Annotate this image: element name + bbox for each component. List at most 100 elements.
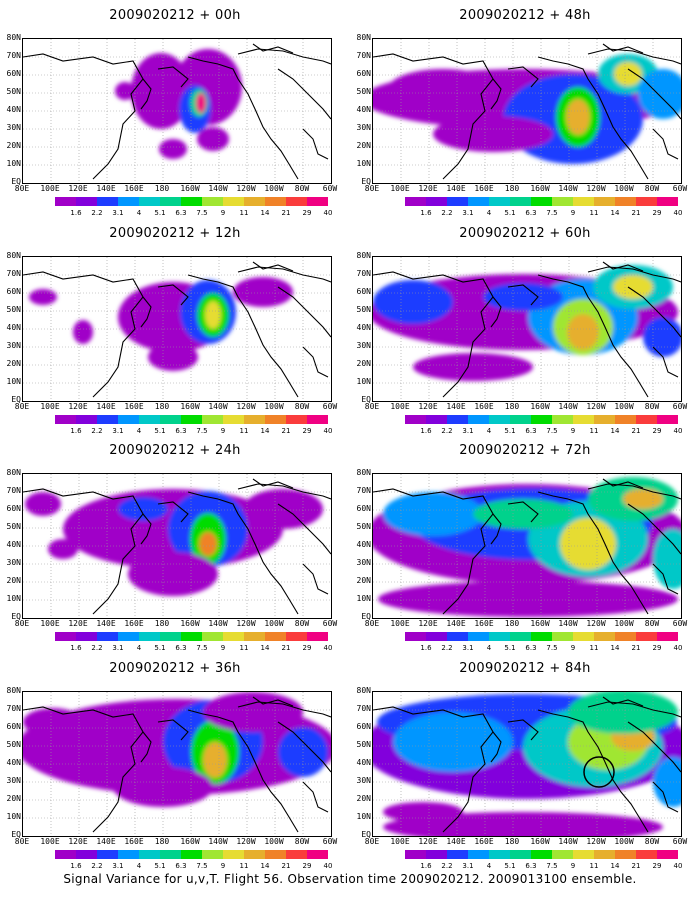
lat-label: 50N bbox=[6, 87, 21, 96]
map-canvas bbox=[23, 39, 331, 183]
colorbar-label: 11 bbox=[239, 644, 249, 652]
lat-label: 50N bbox=[356, 305, 371, 314]
lon-label: 80W bbox=[644, 402, 660, 411]
colorbar-swatch bbox=[118, 632, 139, 641]
lat-label: EQ bbox=[361, 395, 371, 404]
colorbar-label: 5.1 bbox=[154, 644, 166, 652]
colorbar-label: 9 bbox=[220, 209, 226, 217]
colorbar-swatch bbox=[447, 850, 468, 859]
variance-contour bbox=[131, 53, 191, 129]
colorbar bbox=[405, 197, 678, 206]
lon-label: 120E bbox=[68, 837, 88, 846]
colorbar-swatch bbox=[118, 850, 139, 859]
lat-label: 20N bbox=[356, 141, 371, 150]
lon-label: 60W bbox=[322, 184, 338, 193]
colorbar-label: 5.1 bbox=[504, 862, 516, 870]
colorbar-swatch bbox=[657, 632, 678, 641]
lon-label: 80W bbox=[294, 184, 310, 193]
lat-label: 40N bbox=[356, 758, 371, 767]
coastline bbox=[140, 731, 152, 763]
colorbar-swatch bbox=[468, 632, 489, 641]
colorbar-swatch bbox=[552, 850, 573, 859]
coastline bbox=[507, 284, 539, 306]
lon-label: 80E bbox=[364, 402, 380, 411]
lon-label: 80E bbox=[364, 184, 380, 193]
lon-label: 160W bbox=[180, 619, 200, 628]
variance-map bbox=[22, 691, 332, 837]
variance-map bbox=[372, 691, 682, 837]
lon-label: 140W bbox=[558, 837, 578, 846]
coastline bbox=[602, 696, 644, 707]
panel-title: 2009020212 + 60h bbox=[459, 226, 591, 241]
colorbar-label: 6.3 bbox=[525, 644, 537, 652]
variance-contour bbox=[568, 692, 678, 734]
variance-contour bbox=[115, 82, 135, 100]
colorbar-swatch bbox=[447, 632, 468, 641]
colorbar-label: 3.1 bbox=[112, 644, 124, 652]
colorbar-label: 29 bbox=[652, 862, 662, 870]
variance-contour bbox=[128, 552, 218, 596]
lon-label: 100W bbox=[264, 402, 284, 411]
colorbar-swatch bbox=[55, 197, 76, 206]
lon-label: 140E bbox=[96, 184, 116, 193]
lon-label: 120W bbox=[236, 619, 256, 628]
lat-label: 40N bbox=[356, 540, 371, 549]
lon-label: 80E bbox=[14, 184, 30, 193]
colorbar-label: 21 bbox=[631, 644, 641, 652]
variance-contour bbox=[373, 280, 453, 324]
variance-contour bbox=[567, 314, 599, 350]
colorbar-label: 21 bbox=[631, 862, 641, 870]
colorbar-swatch bbox=[426, 415, 447, 424]
lat-label: 50N bbox=[6, 522, 21, 531]
colorbar-swatch bbox=[97, 415, 118, 424]
variance-contour bbox=[653, 529, 681, 589]
observation-circle bbox=[583, 756, 615, 788]
colorbar-swatch bbox=[636, 197, 657, 206]
lon-label: 180 bbox=[154, 619, 170, 628]
lon-label: 180 bbox=[504, 619, 520, 628]
lat-label: EQ bbox=[11, 177, 21, 186]
colorbar-label: 7.5 bbox=[196, 209, 208, 217]
colorbar-label: 3.1 bbox=[112, 209, 124, 217]
coastline bbox=[537, 274, 649, 398]
lon-label: 60W bbox=[672, 402, 688, 411]
colorbar-label: 6.3 bbox=[175, 427, 187, 435]
variance-contour bbox=[203, 742, 227, 778]
colorbar-label: 14 bbox=[260, 209, 270, 217]
lon-label: 80E bbox=[364, 837, 380, 846]
colorbar-swatch bbox=[531, 632, 552, 641]
lat-label: 30N bbox=[356, 123, 371, 132]
coastline bbox=[277, 68, 331, 120]
lon-label: 160W bbox=[530, 837, 550, 846]
colorbar bbox=[55, 415, 328, 424]
colorbar-label: 1.6 bbox=[70, 427, 82, 435]
lon-label: 120E bbox=[418, 402, 438, 411]
lon-label: 120W bbox=[586, 402, 606, 411]
coastline bbox=[277, 721, 331, 773]
lat-label: 20N bbox=[356, 794, 371, 803]
colorbar-swatch bbox=[223, 197, 244, 206]
variance-contour bbox=[205, 301, 221, 329]
colorbar-swatch bbox=[594, 197, 615, 206]
colorbar-swatch bbox=[657, 415, 678, 424]
colorbar-swatch bbox=[76, 850, 97, 859]
colorbar bbox=[405, 415, 678, 424]
coastline bbox=[627, 721, 681, 773]
lon-label: 160E bbox=[124, 184, 144, 193]
variance-contour bbox=[196, 93, 206, 113]
colorbar-swatch bbox=[76, 197, 97, 206]
lat-label: 30N bbox=[356, 776, 371, 785]
colorbar-swatch bbox=[615, 632, 636, 641]
lon-label: 100E bbox=[40, 619, 60, 628]
lon-label: 80W bbox=[644, 619, 660, 628]
colorbar-swatch bbox=[307, 197, 328, 206]
variance-contour bbox=[413, 353, 533, 381]
lat-label: 20N bbox=[6, 794, 21, 803]
lon-label: 100E bbox=[390, 619, 410, 628]
panel-title: 2009020212 + 36h bbox=[109, 661, 241, 676]
coastline bbox=[652, 128, 679, 160]
variance-contour bbox=[383, 802, 463, 822]
colorbar-label: 21 bbox=[631, 427, 641, 435]
lat-label: 10N bbox=[356, 377, 371, 386]
lon-label: 80W bbox=[644, 184, 660, 193]
